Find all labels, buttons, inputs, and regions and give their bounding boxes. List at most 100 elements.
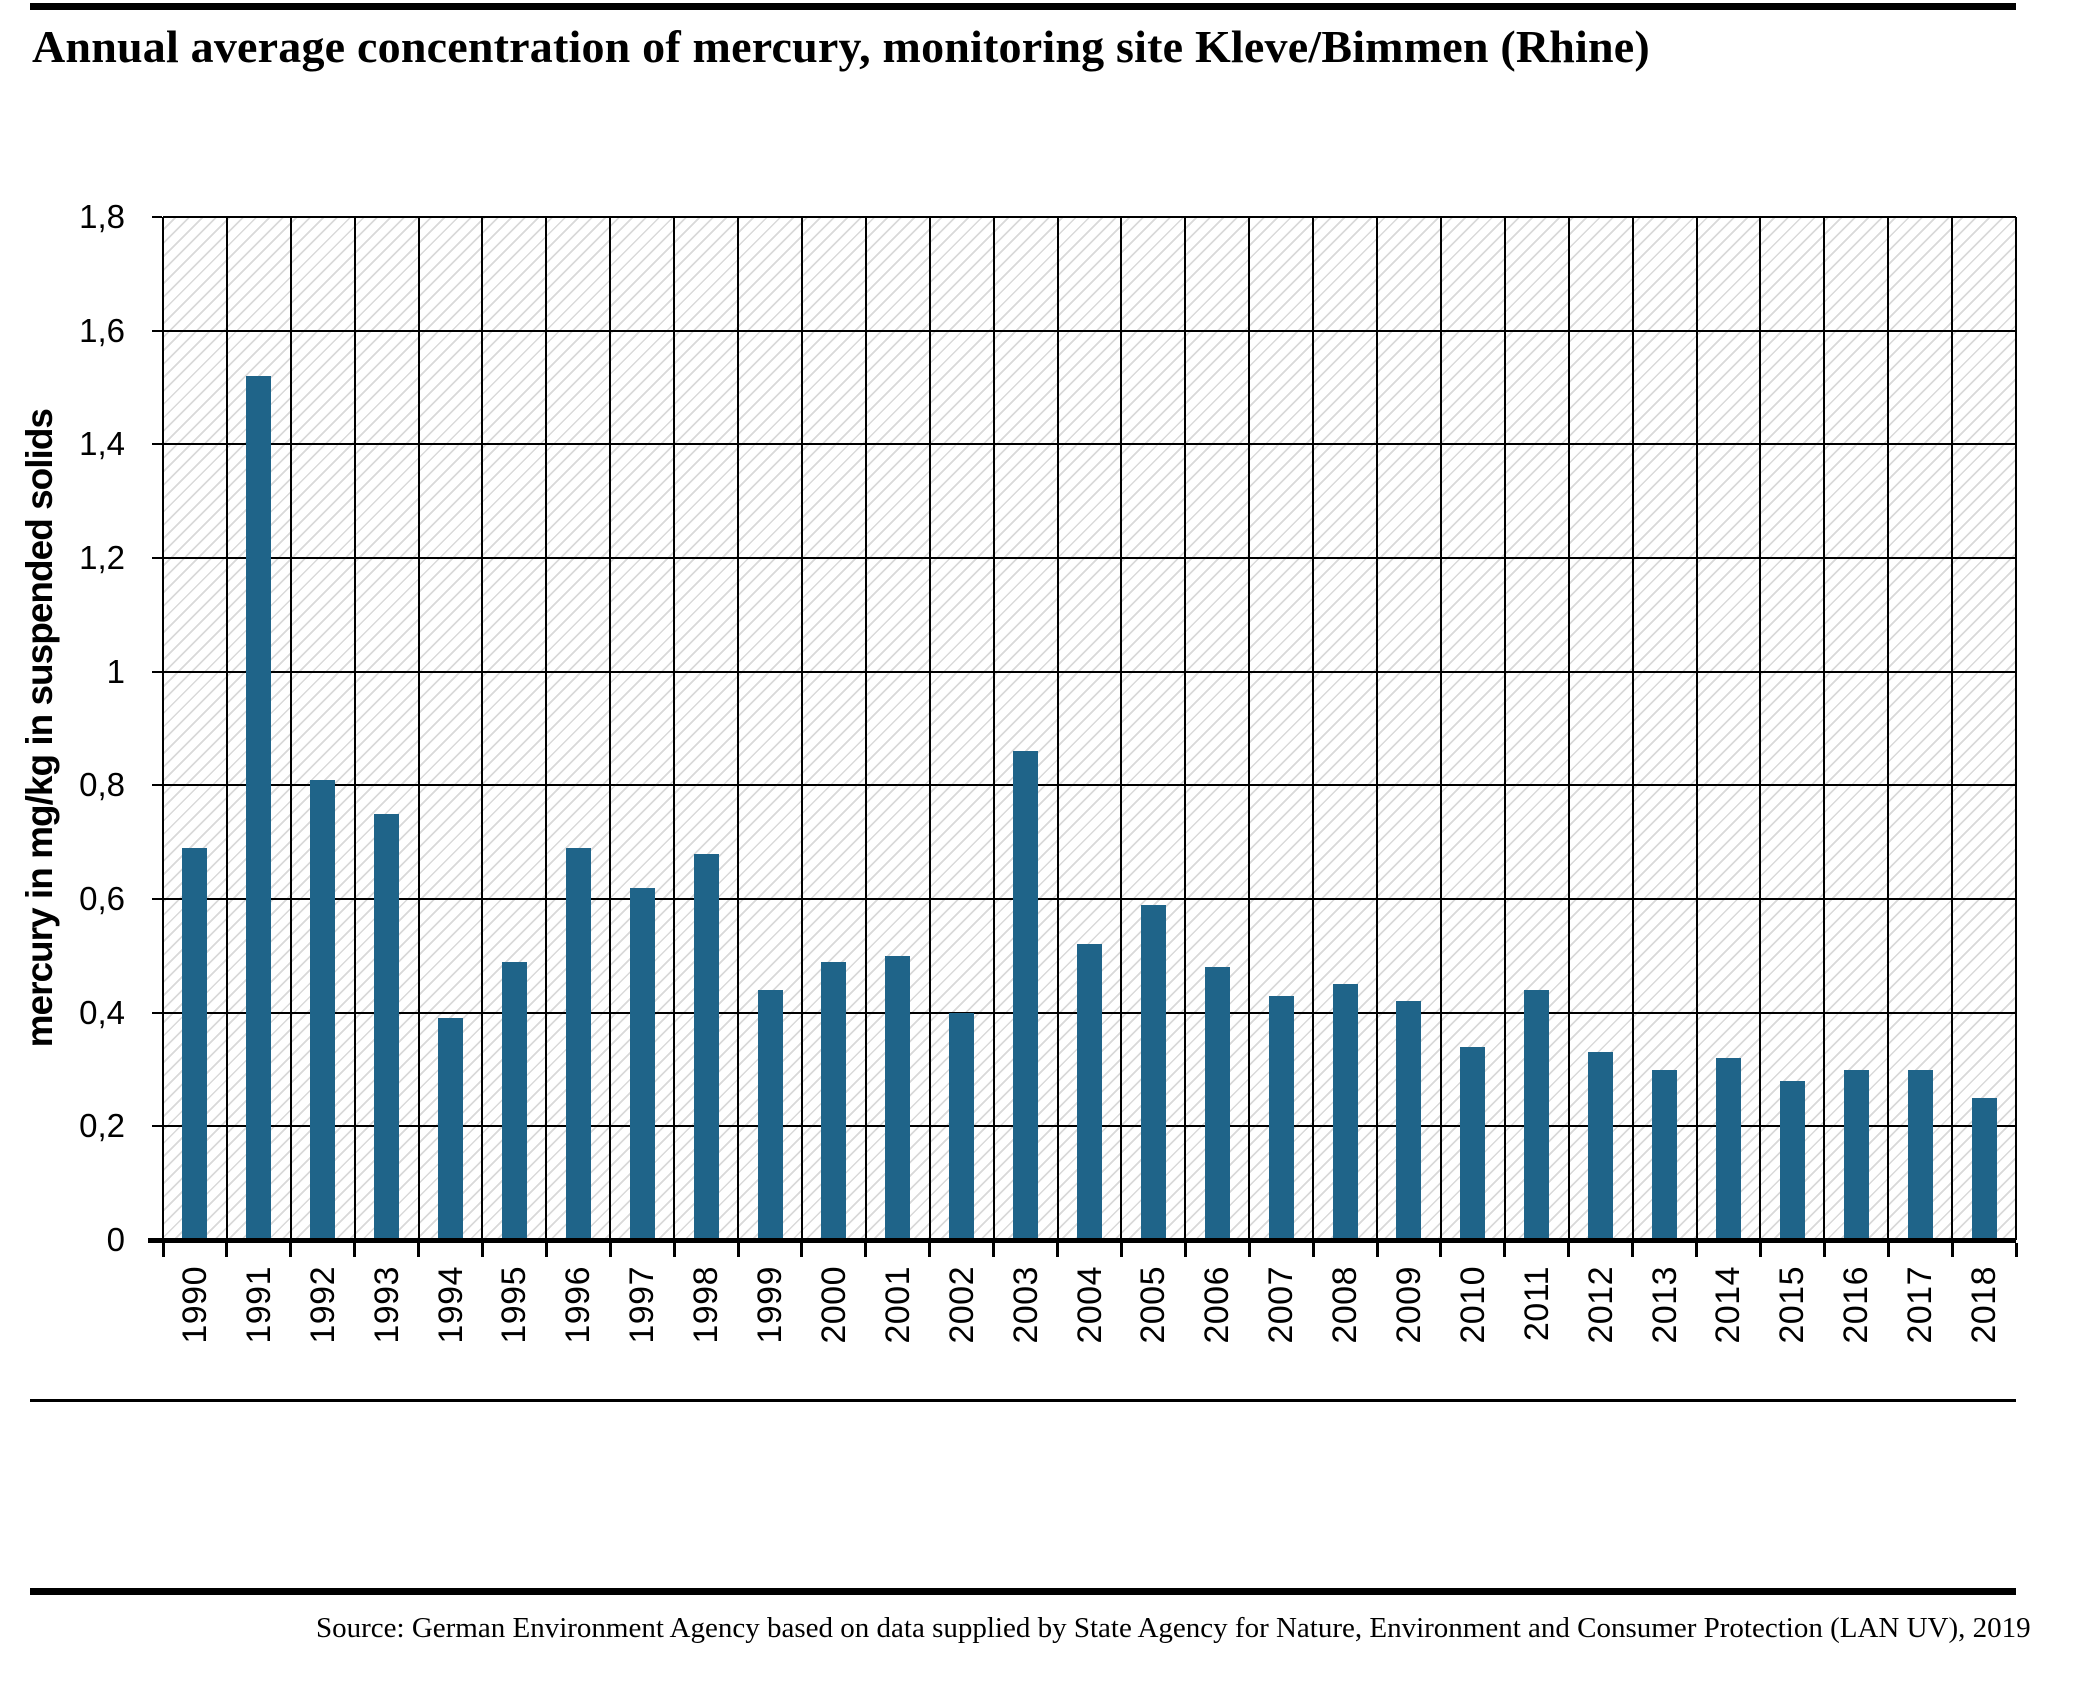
x-tick-label: 2018 — [1965, 1266, 2004, 1344]
v-gridline — [800, 217, 803, 1240]
v-gridline — [609, 217, 612, 1240]
bar-2013 — [1652, 1069, 1678, 1240]
y-tick-label: 1,2 — [79, 539, 125, 576]
x-tick — [1631, 1243, 1635, 1257]
h-gridline — [163, 329, 2016, 332]
y-tick — [152, 784, 162, 787]
x-tick — [1056, 1243, 1060, 1257]
bar-1996 — [565, 847, 591, 1240]
bar-1995 — [501, 961, 527, 1240]
x-tick-label: 2003 — [1006, 1266, 1045, 1344]
x-tick — [1503, 1243, 1507, 1257]
plot-area — [162, 216, 2017, 1241]
v-gridline — [1312, 217, 1315, 1240]
v-gridline — [1823, 217, 1826, 1240]
x-tick — [864, 1243, 868, 1257]
v-gridline — [417, 217, 420, 1240]
x-tick — [1822, 1243, 1826, 1257]
bar-1991 — [246, 376, 272, 1240]
y-tick — [152, 1125, 162, 1128]
h-gridline — [163, 784, 2016, 787]
bar-1998 — [693, 853, 719, 1240]
x-tick-label: 2017 — [1901, 1266, 1940, 1344]
v-gridline — [289, 217, 292, 1240]
x-tick — [608, 1243, 612, 1257]
v-gridline — [1376, 217, 1379, 1240]
v-gridline — [225, 217, 228, 1240]
bar-2017 — [1907, 1069, 1933, 1240]
x-tick — [1695, 1243, 1699, 1257]
bar-2001 — [885, 955, 911, 1240]
bar-1992 — [310, 779, 336, 1240]
x-tick-label: 1998 — [687, 1266, 726, 1344]
x-tick-label: 1992 — [303, 1266, 342, 1344]
footer-rule — [30, 1588, 2016, 1595]
v-gridline — [1759, 217, 1762, 1240]
bar-2006 — [1204, 967, 1230, 1240]
x-tick-label: 2007 — [1262, 1266, 1301, 1344]
v-gridline — [1439, 217, 1442, 1240]
y-tick — [152, 443, 162, 446]
v-gridline — [1120, 217, 1123, 1240]
bar-1999 — [757, 989, 783, 1240]
x-tick — [1950, 1243, 1954, 1257]
bar-2000 — [821, 961, 847, 1240]
bar-2005 — [1140, 904, 1166, 1240]
x-tick-label: 2013 — [1645, 1266, 1684, 1344]
x-tick-label: 2016 — [1837, 1266, 1876, 1344]
x-tick — [992, 1243, 996, 1257]
y-tick-label: 0,6 — [79, 880, 125, 917]
y-tick-label: 1,8 — [79, 198, 125, 235]
x-tick-label: 2014 — [1709, 1266, 1748, 1344]
x-tick-label: 2004 — [1070, 1266, 1109, 1344]
x-tick-label: 1991 — [239, 1266, 278, 1344]
v-gridline — [481, 217, 484, 1240]
top-rule — [30, 3, 2016, 10]
x-tick — [353, 1243, 357, 1257]
x-tick-label: 1996 — [559, 1266, 598, 1344]
bar-2011 — [1524, 989, 1550, 1240]
x-tick-label: 2006 — [1198, 1266, 1237, 1344]
x-tick — [1247, 1243, 1251, 1257]
x-tick — [672, 1243, 676, 1257]
bar-1997 — [629, 887, 655, 1240]
v-gridline — [1887, 217, 1890, 1240]
x-tick — [1375, 1243, 1379, 1257]
h-gridline — [163, 443, 2016, 446]
x-tick — [480, 1243, 484, 1257]
h-gridline — [163, 670, 2016, 673]
x-tick-label: 1995 — [495, 1266, 534, 1344]
x-tick — [928, 1243, 932, 1257]
bar-2003 — [1013, 751, 1039, 1240]
v-gridline — [992, 217, 995, 1240]
chart-title: Annual average concentration of mercury,… — [32, 21, 1650, 72]
x-tick — [417, 1243, 421, 1257]
x-tick-label: 2008 — [1326, 1266, 1365, 1344]
x-tick-label: 2010 — [1453, 1266, 1492, 1344]
x-tick — [1567, 1243, 1571, 1257]
v-gridline — [2015, 217, 2017, 1240]
y-tick-label: 1 — [106, 652, 125, 690]
y-tick — [152, 1011, 162, 1014]
bar-2002 — [949, 1012, 975, 1240]
y-tick — [152, 670, 162, 673]
x-tick-label: 1994 — [431, 1266, 470, 1344]
x-tick — [544, 1243, 548, 1257]
y-tick — [152, 557, 162, 559]
v-gridline — [673, 217, 676, 1240]
bar-2009 — [1396, 1001, 1422, 1240]
y-tick-label: 0,4 — [79, 993, 125, 1031]
bar-1990 — [182, 847, 208, 1240]
source-note: Source: German Environment Agency based … — [316, 1612, 2031, 1644]
x-tick-label: 1993 — [367, 1266, 406, 1344]
x-axis-line — [148, 1238, 2016, 1243]
v-gridline — [1951, 217, 1954, 1240]
v-gridline — [1248, 217, 1251, 1240]
y-tick-label: 0,8 — [79, 766, 125, 804]
y-tick-label: 0 — [106, 1221, 125, 1258]
v-gridline — [353, 217, 356, 1240]
bar-2007 — [1268, 995, 1294, 1240]
v-gridline — [1567, 217, 1570, 1240]
h-gridline — [163, 216, 2016, 218]
bar-2015 — [1779, 1080, 1805, 1240]
